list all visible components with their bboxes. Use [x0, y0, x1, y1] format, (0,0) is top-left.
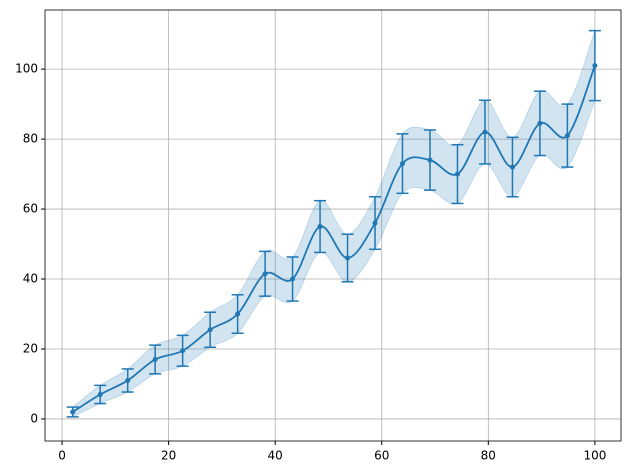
x-tick-label: 40: [268, 449, 283, 463]
y-tick-label: 0: [30, 411, 38, 425]
x-tick-label: 80: [481, 449, 496, 463]
point: [372, 220, 378, 226]
y-tick-label: 40: [23, 272, 38, 286]
point: [427, 157, 433, 163]
point: [70, 409, 76, 415]
point: [564, 133, 570, 139]
point: [180, 348, 186, 354]
point: [97, 391, 103, 397]
point: [454, 171, 460, 177]
point: [317, 224, 323, 230]
point: [125, 377, 131, 383]
y-tick-label: 100: [15, 62, 38, 76]
point: [537, 120, 543, 126]
error-band: [72, 30, 596, 418]
point: [345, 255, 351, 261]
y-tick-label: 20: [23, 341, 38, 355]
x-tick-label: 0: [58, 449, 66, 463]
x-tick-label: 60: [374, 449, 389, 463]
x-tick-label: 100: [583, 449, 606, 463]
point: [399, 161, 405, 167]
y-tick-label: 80: [23, 132, 38, 146]
y-tick-label: 60: [23, 202, 38, 216]
plot-frame: [44, 9, 622, 442]
x-tick-label: 20: [161, 449, 176, 463]
point: [152, 356, 158, 362]
point: [235, 311, 241, 317]
point: [290, 276, 296, 282]
point: [592, 63, 598, 69]
point: [207, 327, 213, 333]
point: [509, 164, 515, 170]
point: [482, 129, 488, 135]
point: [262, 271, 268, 277]
